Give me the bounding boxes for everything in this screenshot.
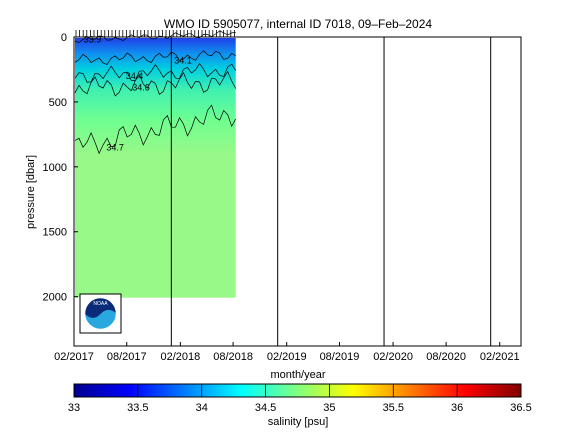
x-tick-label: 08/2017 (107, 351, 147, 363)
y-tick-label: 0 (61, 32, 67, 44)
salinity-field (75, 38, 236, 298)
y-axis-label: pressure [dbar] (25, 155, 37, 229)
y-axis: 0 500 1000 1500 2000 (43, 32, 78, 304)
colorbar-gradient (73, 383, 522, 398)
contour-label: 33.9 (84, 35, 102, 45)
chart-title: WMO ID 5905077, internal ID 7018, 09–Feb… (164, 17, 432, 31)
salinity-field-fill (75, 38, 236, 298)
colorbar-ticks: 33 33.5 34 34.5 35 35.5 36 36.5 (68, 384, 532, 414)
x-axis-label: month/year (270, 369, 325, 381)
contour-line (74, 70, 237, 97)
contour-label: 34.7 (106, 142, 124, 152)
colorbar-label: salinity [psu] (268, 416, 329, 428)
x-tick-label: 08/2020 (426, 351, 466, 363)
contour-line (74, 104, 237, 155)
colorbar-tick-label: 33 (68, 402, 80, 414)
y-tick-label: 1000 (43, 162, 67, 174)
y-tick-label: 1500 (43, 227, 67, 239)
profile-ticks (75, 30, 235, 37)
colorbar-tick-label: 34 (196, 402, 208, 414)
colorbar-tick-label: 34.5 (255, 402, 276, 414)
x-tick-label: 08/2019 (320, 351, 360, 363)
plot-frame (73, 36, 522, 347)
x-tick-label: 02/2020 (373, 351, 413, 363)
x-axis: 02/2017 08/2017 02/2018 08/2018 02/2019 08/20… (54, 342, 520, 363)
y-tick-label: 500 (49, 97, 67, 109)
noaa-logo-text: NOAA (93, 301, 108, 307)
contour-label: 34.1 (174, 55, 192, 65)
year-boundary-lines (170, 37, 492, 346)
colorbar: 33 33.5 34 34.5 35 35.5 36 36.5 salinity [psu] (68, 383, 532, 428)
colorbar-tick-label: 36 (451, 402, 463, 414)
x-tick-label: 02/2019 (267, 351, 307, 363)
noaa-logo: NOAA (79, 293, 122, 334)
plot-area: 33.934.134.434.634.7 02/2017 08/2017 02/20… (43, 30, 522, 363)
colorbar-tick-label: 35.5 (383, 402, 404, 414)
contour-line (74, 50, 236, 65)
x-tick-label: 02/2021 (480, 351, 520, 363)
x-tick-label: 08/2018 (213, 351, 253, 363)
colorbar-tick-label: 36.5 (510, 402, 531, 414)
x-tick-label: 02/2017 (54, 351, 94, 363)
colorbar-tick-label: 33.5 (127, 402, 148, 414)
contour-lines: 33.9 34.1 34.4 34.6 34.7 (74, 30, 237, 155)
contour-line (74, 62, 236, 83)
contour-label: 34.6 (132, 83, 150, 93)
contour-label: 34.4 (126, 71, 144, 81)
x-tick-label: 02/2018 (160, 351, 200, 363)
colorbar-tick-label: 35 (323, 402, 335, 414)
y-tick-label: 2000 (43, 292, 67, 304)
